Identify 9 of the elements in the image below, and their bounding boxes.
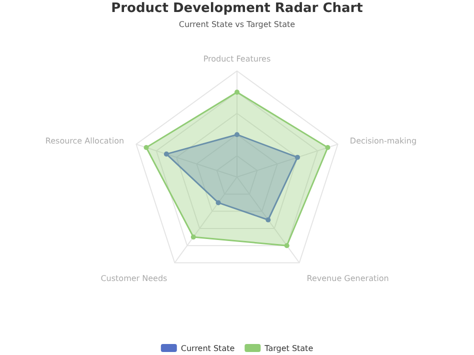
chart-subtitle: Current State vs Target State bbox=[178, 20, 296, 29]
spoke-label: Revenue Generation bbox=[306, 274, 389, 284]
spoke-label: Resource Allocation bbox=[45, 136, 124, 146]
legend-label: Target State bbox=[264, 344, 314, 353]
spoke-label: Product Features bbox=[203, 54, 271, 64]
spoke-label: Decision-making bbox=[350, 136, 417, 146]
spoke-label: Customer Needs bbox=[100, 274, 168, 284]
chart-title: Product Development Radar Chart bbox=[111, 1, 363, 16]
legend-label: Current State bbox=[180, 344, 235, 353]
